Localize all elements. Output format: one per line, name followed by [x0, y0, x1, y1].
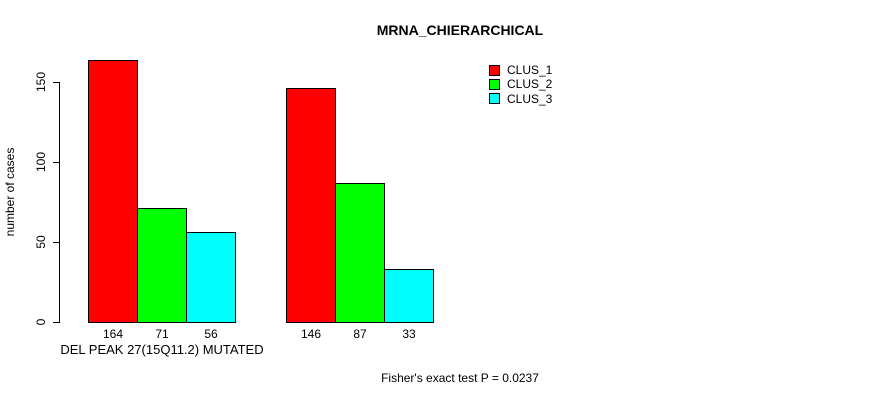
bar-value-label: 146	[300, 327, 322, 341]
legend-label: CLUS_3	[507, 91, 553, 106]
y-tick-label: 150	[34, 71, 48, 93]
legend-swatch-icon	[489, 78, 500, 90]
legend-swatch-icon	[489, 93, 500, 105]
y-axis-title: number of cases	[3, 147, 17, 237]
bar-clus_1-group1	[88, 59, 138, 323]
y-tick-label: 100	[34, 151, 48, 173]
y-tick-mark	[53, 322, 59, 323]
y-tick-mark	[53, 162, 59, 163]
bar-clus_3-group2	[384, 269, 434, 323]
y-axis-line	[59, 82, 60, 323]
legend-label: CLUS_2	[507, 77, 553, 92]
legend-item-clus_2: CLUS_2	[489, 77, 552, 91]
y-tick-label: 50	[34, 235, 48, 249]
chart-title: MRNA_CHIERARCHICAL	[376, 22, 544, 38]
bar-value-label: 87	[353, 327, 367, 341]
y-tick-mark	[53, 82, 59, 83]
bar-value-label: 71	[155, 327, 169, 341]
x-axis-group-label: DEL PEAK 27(15Q11.2) MUTATED	[60, 342, 264, 357]
bar-value-label: 56	[204, 327, 218, 341]
bar-value-label: 33	[402, 327, 416, 341]
y-tick-mark	[53, 242, 59, 243]
legend-item-clus_3: CLUS_3	[489, 92, 552, 106]
legend: CLUS_1 CLUS_2 CLUS_3	[489, 63, 552, 106]
bar-clus_2-group1	[137, 208, 187, 323]
y-tick-label: 0	[34, 318, 48, 326]
bar-value-label: 164	[102, 327, 124, 341]
bar-clus_1-group2	[286, 88, 336, 323]
bar-clus_2-group2	[335, 182, 385, 323]
bar-clus_3-group1	[186, 232, 236, 323]
fisher-test-note: Fisher's exact test P = 0.0237	[381, 371, 539, 385]
legend-item-clus_1: CLUS_1	[489, 63, 552, 77]
legend-swatch-icon	[489, 64, 500, 76]
legend-label: CLUS_1	[507, 63, 553, 78]
